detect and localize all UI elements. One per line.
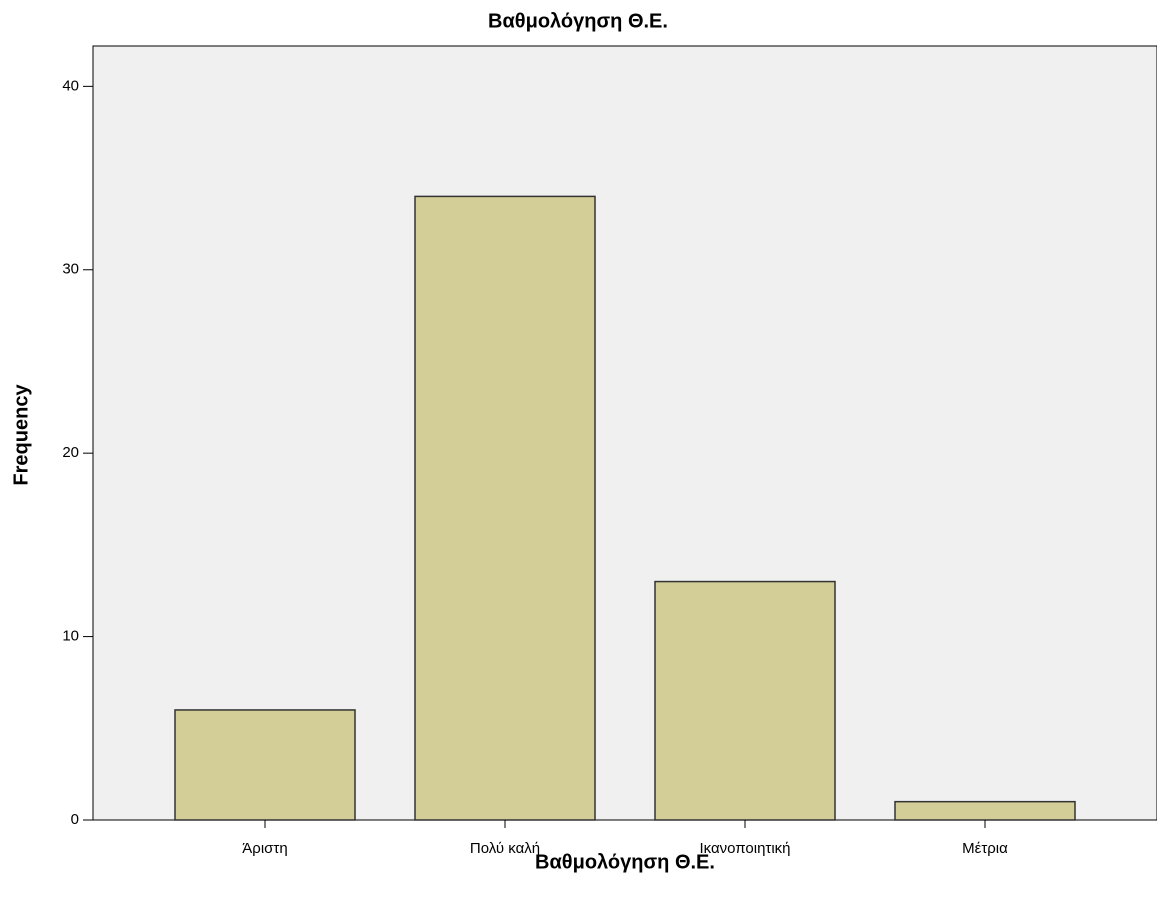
x-tick-label: Πολύ καλή [470, 840, 540, 857]
bar [654, 580, 836, 821]
x-tick-label: Ικανοποιητική [699, 840, 790, 857]
x-axis-label: Βαθμολόγηση Θ.Ε. [535, 851, 715, 873]
x-tick-label: Μέτρια [962, 840, 1008, 857]
y-tick-label: 20 [62, 444, 79, 461]
y-axis-label: Frequency [10, 384, 32, 486]
bar [894, 800, 1076, 821]
y-tick-label: 30 [62, 261, 79, 278]
y-tick-label: 40 [62, 77, 79, 94]
x-tick-label: Άριστη [242, 840, 287, 857]
y-tick-label: 10 [62, 628, 79, 645]
y-tick-label: 0 [71, 811, 79, 828]
bar [414, 195, 596, 821]
bar [174, 709, 356, 821]
chart-title: Βαθμολόγηση Θ.Ε. [488, 10, 668, 32]
plot-area [92, 45, 1157, 821]
